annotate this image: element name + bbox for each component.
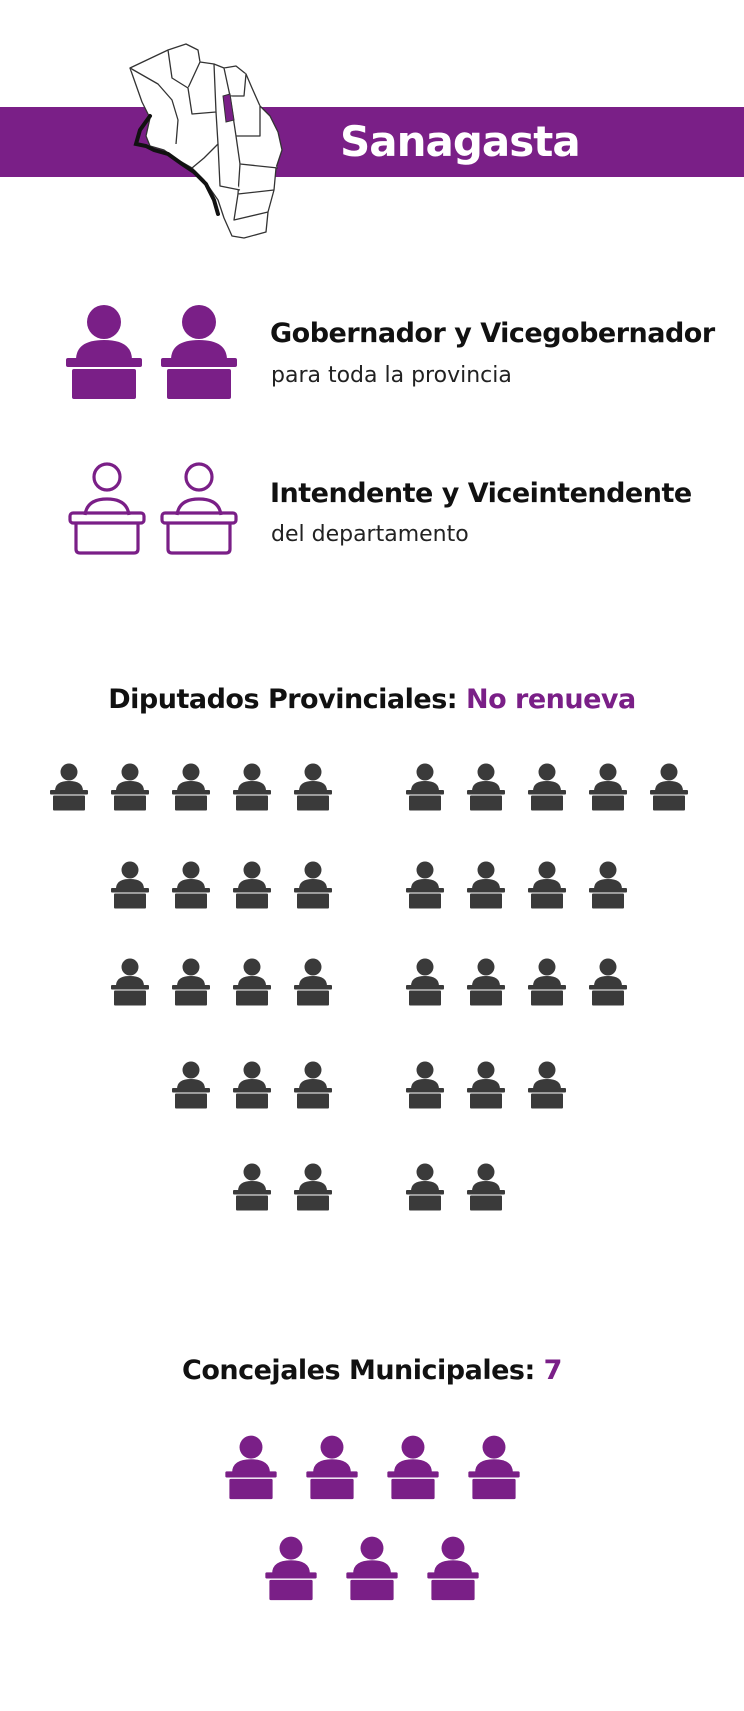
diputados-status: No renueva: [466, 684, 636, 715]
mayor-seat-icon: [66, 455, 148, 555]
diputado-seat-icon: [293, 955, 333, 1007]
diputado-seat-icon: [527, 760, 567, 812]
diputado-seat-icon: [588, 858, 628, 910]
diputado-seat-icon: [232, 955, 272, 1007]
concejal-seat-icon: [386, 1432, 440, 1500]
diputados-title: Diputados Provinciales: No renueva: [0, 684, 744, 715]
concejal-seat-icon: [224, 1432, 278, 1500]
diputado-seat-icon: [649, 760, 689, 812]
diputado-seat-icon: [293, 1058, 333, 1110]
diputado-seat-icon: [405, 858, 445, 910]
diputado-seat-icon: [466, 955, 506, 1007]
concejales-count: 7: [543, 1355, 563, 1386]
diputados-label: Diputados Provinciales:: [108, 684, 458, 715]
diputado-seat-icon: [49, 760, 89, 812]
diputado-seat-icon: [405, 1058, 445, 1110]
concejal-seat-icon: [467, 1432, 521, 1500]
concejal-seat-icon: [264, 1533, 318, 1601]
diputado-seat-icon: [466, 760, 506, 812]
department-title: Sanagasta: [340, 117, 581, 166]
mayor-role-title: Intendente y Viceintendente: [270, 478, 692, 509]
diputado-seat-icon: [110, 955, 150, 1007]
governor-seat-icon: [63, 300, 145, 400]
concejal-seat-icon: [305, 1432, 359, 1500]
diputado-seat-icon: [171, 955, 211, 1007]
vicemayor-seat-icon: [158, 455, 240, 555]
diputado-seat-icon: [171, 760, 211, 812]
concejales-label: Concejales Municipales:: [182, 1355, 535, 1386]
diputado-seat-icon: [293, 858, 333, 910]
concejales-title: Concejales Municipales: 7: [0, 1355, 744, 1386]
diputado-seat-icon: [232, 858, 272, 910]
governor-role-title: Gobernador y Vicegobernador: [270, 318, 715, 349]
concejal-seat-icon: [426, 1533, 480, 1601]
diputado-seat-icon: [171, 1058, 211, 1110]
diputado-seat-icon: [527, 955, 567, 1007]
province-map-icon: [129, 43, 283, 239]
vicegovernor-seat-icon: [158, 300, 240, 400]
diputado-seat-icon: [588, 955, 628, 1007]
diputado-seat-icon: [232, 1058, 272, 1110]
governor-role-subtitle: para toda la provincia: [271, 363, 512, 388]
header-band: [0, 107, 744, 177]
diputado-seat-icon: [293, 760, 333, 812]
concejal-seat-icon: [345, 1533, 399, 1601]
diputado-seat-icon: [405, 760, 445, 812]
diputado-seat-icon: [588, 760, 628, 812]
diputado-seat-icon: [466, 1058, 506, 1110]
diputado-seat-icon: [527, 858, 567, 910]
diputado-seat-icon: [110, 858, 150, 910]
diputado-seat-icon: [171, 858, 211, 910]
diputado-seat-icon: [232, 1160, 272, 1212]
diputado-seat-icon: [293, 1160, 333, 1212]
diputado-seat-icon: [110, 760, 150, 812]
diputado-seat-icon: [232, 760, 272, 812]
diputado-seat-icon: [466, 858, 506, 910]
diputado-seat-icon: [405, 955, 445, 1007]
diputado-seat-icon: [527, 1058, 567, 1110]
diputado-seat-icon: [405, 1160, 445, 1212]
mayor-role-subtitle: del departamento: [271, 522, 469, 547]
diputado-seat-icon: [466, 1160, 506, 1212]
